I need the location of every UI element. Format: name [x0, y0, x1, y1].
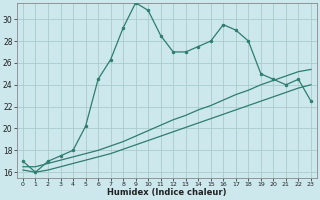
X-axis label: Humidex (Indice chaleur): Humidex (Indice chaleur)	[107, 188, 227, 197]
